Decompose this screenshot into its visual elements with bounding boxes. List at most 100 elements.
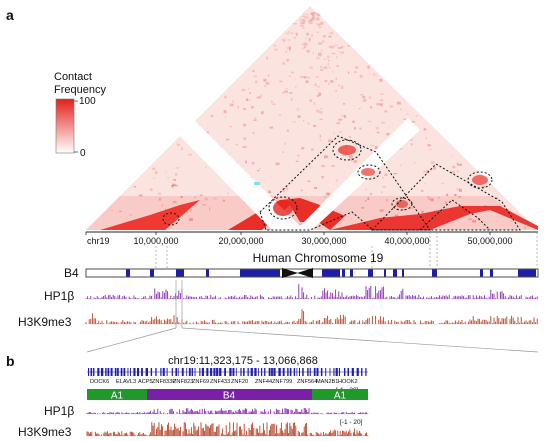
heatmap-speckle (287, 39, 291, 41)
gene-exon (175, 368, 177, 376)
heatmap-speckle (320, 68, 324, 71)
axis-tick-label-4: 40,000,000 (384, 236, 429, 246)
heatmap-speckle (318, 18, 320, 21)
hotspot-5 (273, 200, 293, 216)
heatmap-speckle (224, 95, 227, 99)
heatmap-speckle (288, 46, 291, 50)
gene-exon (199, 368, 201, 376)
heatmap-speckle (394, 214, 399, 218)
gene-exon (278, 368, 281, 376)
heatmap-speckle (311, 148, 314, 151)
heatmap-speckle (342, 154, 346, 156)
gene-exon (302, 368, 304, 376)
heatmap-speckle (268, 191, 271, 194)
heatmap-speckle (318, 23, 322, 26)
heatmap-speckle (320, 108, 322, 110)
heatmap-speckle (180, 195, 183, 198)
heatmap-speckle (400, 108, 402, 111)
heatmap-speckle (393, 173, 398, 175)
gene-exon (293, 368, 296, 376)
heatmap-speckle (181, 147, 183, 151)
heatmap-speckle (367, 197, 370, 200)
heatmap-speckle (349, 136, 351, 138)
heatmap-speckle (279, 80, 283, 83)
gene-exon (351, 368, 354, 376)
heatmap-speckle (164, 208, 166, 210)
gene-label: MAN2B1 (316, 379, 338, 385)
heatmap-speckle (352, 145, 357, 148)
heatmap-speckle (362, 96, 366, 99)
heatmap-speckle (282, 92, 285, 94)
heatmap-left-dense-block (100, 200, 200, 230)
heatmap-speckle (373, 73, 376, 76)
heatmap-speckle (263, 78, 267, 82)
heatmap-speckle (205, 166, 207, 168)
heatmap-speckle (295, 160, 299, 162)
genomic-axis: chr19 10,000,000 20,000,000 30,000,000 4… (85, 231, 538, 246)
heatmap-speckle (340, 85, 344, 89)
heatmap-speckle (289, 48, 291, 52)
heatmap-speckle (386, 199, 388, 202)
heatmap-speckle (411, 143, 413, 147)
b4-block (393, 269, 397, 277)
gene-exon (287, 368, 289, 376)
heatmap-speckle (278, 114, 282, 116)
heatmap-speckle (257, 96, 261, 99)
heatmap-speckle (427, 144, 431, 147)
gene-exon (90, 368, 93, 376)
heatmap-speckle (300, 76, 304, 79)
small-cyan-artifact (254, 182, 260, 185)
heatmap-speckle (384, 173, 388, 176)
heatmap-speckle (313, 124, 315, 127)
heatmap-speckle (207, 131, 209, 134)
heatmap-speckle (161, 204, 163, 208)
gene-label: ZNF823 (173, 379, 193, 385)
gene-label: ZNF833P (152, 379, 176, 385)
gene-exon (210, 368, 213, 376)
heatmap-speckle (243, 123, 247, 127)
heatmap-speckle (415, 115, 418, 117)
annotation-overlays (162, 135, 521, 231)
heatmap-speckle (328, 60, 330, 62)
circle-top (332, 139, 362, 161)
heatmap-speckle (297, 115, 301, 118)
heatmap-speckle (427, 196, 430, 198)
heatmap-speckle (264, 85, 266, 87)
heatmap-speckle (299, 18, 301, 21)
heatmap-speckle (458, 188, 462, 192)
heatmap-speckle (248, 88, 250, 90)
heatmap-speckle (400, 164, 402, 167)
heatmap-speckle (172, 183, 176, 186)
heatmap-speckle (386, 132, 390, 136)
heatmap-speckle (350, 159, 353, 161)
heatmap-speckle (138, 194, 143, 197)
heatmap-speckle (267, 74, 270, 77)
gene-exon (105, 368, 107, 376)
heatmap-speckle (286, 188, 288, 191)
heatmap-speckle (426, 170, 429, 174)
gene-exon (254, 368, 257, 376)
circle-mid (357, 164, 381, 180)
b4-block (480, 269, 483, 277)
heatmap-speckle (450, 155, 452, 157)
gene-exon (171, 368, 173, 376)
heatmap-speckle (336, 55, 338, 59)
heatmap-speckle (308, 22, 313, 25)
heatmap-speckle (322, 35, 326, 38)
heatmap-speckle (432, 166, 436, 170)
heatmap-speckle (256, 96, 258, 99)
gene-exon (141, 368, 143, 376)
compartment-a1-right (312, 389, 368, 400)
centromere-marker-right (297, 268, 313, 278)
heatmap-speckle (308, 20, 312, 23)
heatmap-speckle (284, 186, 289, 190)
gene-exon (162, 368, 165, 376)
heatmap-speckle (456, 170, 459, 173)
heatmap-speckle (336, 65, 339, 67)
heatmap-speckle (225, 138, 230, 141)
heatmap-speckle (354, 127, 356, 130)
heatmap-speckle (338, 121, 341, 125)
heatmap-background (86, 6, 538, 230)
legend-title-line1: Contact (54, 71, 92, 83)
b4-block (240, 269, 280, 277)
